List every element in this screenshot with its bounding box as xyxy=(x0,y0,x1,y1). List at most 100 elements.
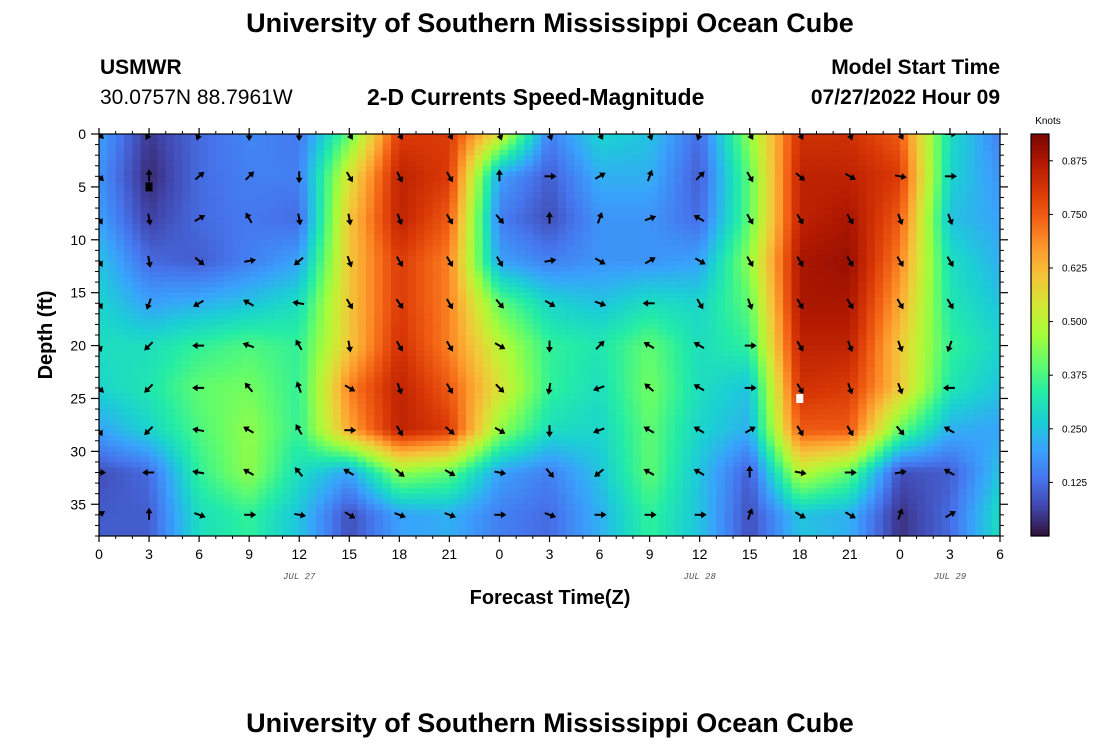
current-arrow xyxy=(145,213,153,226)
current-arrow xyxy=(99,213,103,225)
current-arrow xyxy=(693,341,705,349)
current-arrow xyxy=(847,340,854,353)
x-tick-label: 18 xyxy=(792,546,808,562)
current-arrow xyxy=(946,340,953,353)
chart-subtitle: 2-D Currents Speed-Magnitude xyxy=(367,84,705,110)
page-title: University of Southern Mississippi Ocean… xyxy=(246,8,854,38)
x-tick-label: 0 xyxy=(95,546,103,562)
x-tick-label: 12 xyxy=(291,546,307,562)
current-arrow xyxy=(694,257,706,265)
current-arrow xyxy=(145,298,152,310)
current-arrow xyxy=(897,213,904,226)
current-arrow xyxy=(244,511,257,519)
current-arrow xyxy=(495,298,504,309)
x-tick-label: 0 xyxy=(496,546,504,562)
current-arrow xyxy=(396,382,404,395)
colorbar-tick-label: 0.750 xyxy=(1062,210,1087,221)
current-arrow xyxy=(395,340,404,352)
current-arrow xyxy=(193,299,204,308)
current-arrow xyxy=(642,299,655,307)
current-arrow xyxy=(744,342,757,350)
current-arrow xyxy=(643,468,655,476)
current-arrow xyxy=(944,172,957,180)
location-marker xyxy=(796,393,804,403)
model-start-value: 07/27/2022 Hour 09 xyxy=(810,86,1000,109)
current-arrow xyxy=(194,512,206,519)
current-arrow xyxy=(243,299,255,307)
current-arrow xyxy=(946,298,954,310)
x-tick-label: 6 xyxy=(596,546,604,562)
y-tick-label: 35 xyxy=(70,496,86,512)
current-arrow xyxy=(596,134,604,141)
currents-chart: 0 3 6 9 12 15 18 21 0 3 6 9 12 15 18 21 0 3 6 JUL 27 JUL 28 J… xyxy=(35,116,1087,609)
current-arrow xyxy=(896,298,904,310)
current-arrow xyxy=(395,256,404,267)
current-arrow xyxy=(295,424,303,436)
current-arrow xyxy=(746,213,754,225)
current-arrow xyxy=(643,341,655,349)
current-arrow xyxy=(693,426,705,434)
x-tick-label: 6 xyxy=(996,546,1004,562)
y-tick-label: 30 xyxy=(70,443,86,459)
current-arrow xyxy=(244,257,257,265)
x-tick-label: 3 xyxy=(546,546,554,562)
colorbar-ramp xyxy=(1030,133,1050,537)
date-label: JUL 29 xyxy=(934,572,967,582)
current-arrow xyxy=(796,298,804,310)
current-arrow xyxy=(99,511,106,519)
current-arrow xyxy=(746,465,754,478)
y-tick-label: 20 xyxy=(70,338,86,354)
current-arrow xyxy=(396,171,404,183)
current-arrow xyxy=(596,212,604,224)
x-tick-label: 9 xyxy=(245,546,253,562)
current-arrow xyxy=(546,340,553,353)
current-arrow xyxy=(794,511,806,519)
current-arrow xyxy=(394,468,405,477)
current-arrow xyxy=(694,511,707,519)
current-arrow xyxy=(744,426,756,434)
current-arrow xyxy=(847,134,854,141)
current-arrow xyxy=(192,384,205,392)
y-axis-title: Depth (ft) xyxy=(35,291,57,380)
current-arrow xyxy=(895,425,905,436)
current-arrow xyxy=(693,468,705,476)
current-arrow xyxy=(844,511,856,519)
current-arrow xyxy=(594,257,606,265)
x-tick-label: 15 xyxy=(341,546,357,562)
current-arrow xyxy=(294,511,307,519)
x-tick-label: 6 xyxy=(195,546,203,562)
current-arrow xyxy=(293,256,304,266)
current-arrow xyxy=(546,134,554,141)
current-arrow xyxy=(746,298,754,310)
current-arrow xyxy=(243,426,255,434)
y-tick-label: 15 xyxy=(70,285,86,301)
current-arrow xyxy=(295,381,302,393)
current-arrow xyxy=(897,508,904,520)
current-arrow xyxy=(292,299,305,307)
current-arrow xyxy=(99,256,103,267)
current-arrow xyxy=(145,169,153,182)
current-arrow xyxy=(195,134,202,141)
current-arrow xyxy=(144,383,154,393)
current-arrow xyxy=(546,211,553,224)
current-arrow xyxy=(746,256,754,267)
location-marker xyxy=(145,182,153,192)
model-start-label: Model Start Time xyxy=(831,56,1000,79)
current-arrow xyxy=(847,382,854,395)
current-arrow xyxy=(444,426,455,435)
current-arrow xyxy=(446,383,454,394)
current-arrow xyxy=(243,468,255,476)
current-arrow xyxy=(244,171,255,181)
current-arrow xyxy=(345,171,354,183)
current-arrow xyxy=(194,256,205,266)
current-arrow xyxy=(192,426,205,434)
current-arrow xyxy=(796,340,804,352)
current-arrow xyxy=(446,340,454,352)
current-arrow xyxy=(294,467,304,477)
current-arrow xyxy=(897,340,904,353)
colorbar-tick-label: 0.625 xyxy=(1062,264,1087,275)
colorbar-tick-label: 0.875 xyxy=(1062,156,1087,167)
x-axis: 0 3 6 9 12 15 18 21 0 3 6 9 12 15 18 21 0 3 6 JUL 27 JUL 28 J… xyxy=(95,128,1004,582)
x-axis-title: Forecast Time(Z) xyxy=(470,587,631,609)
x-tick-label: 0 xyxy=(896,546,904,562)
